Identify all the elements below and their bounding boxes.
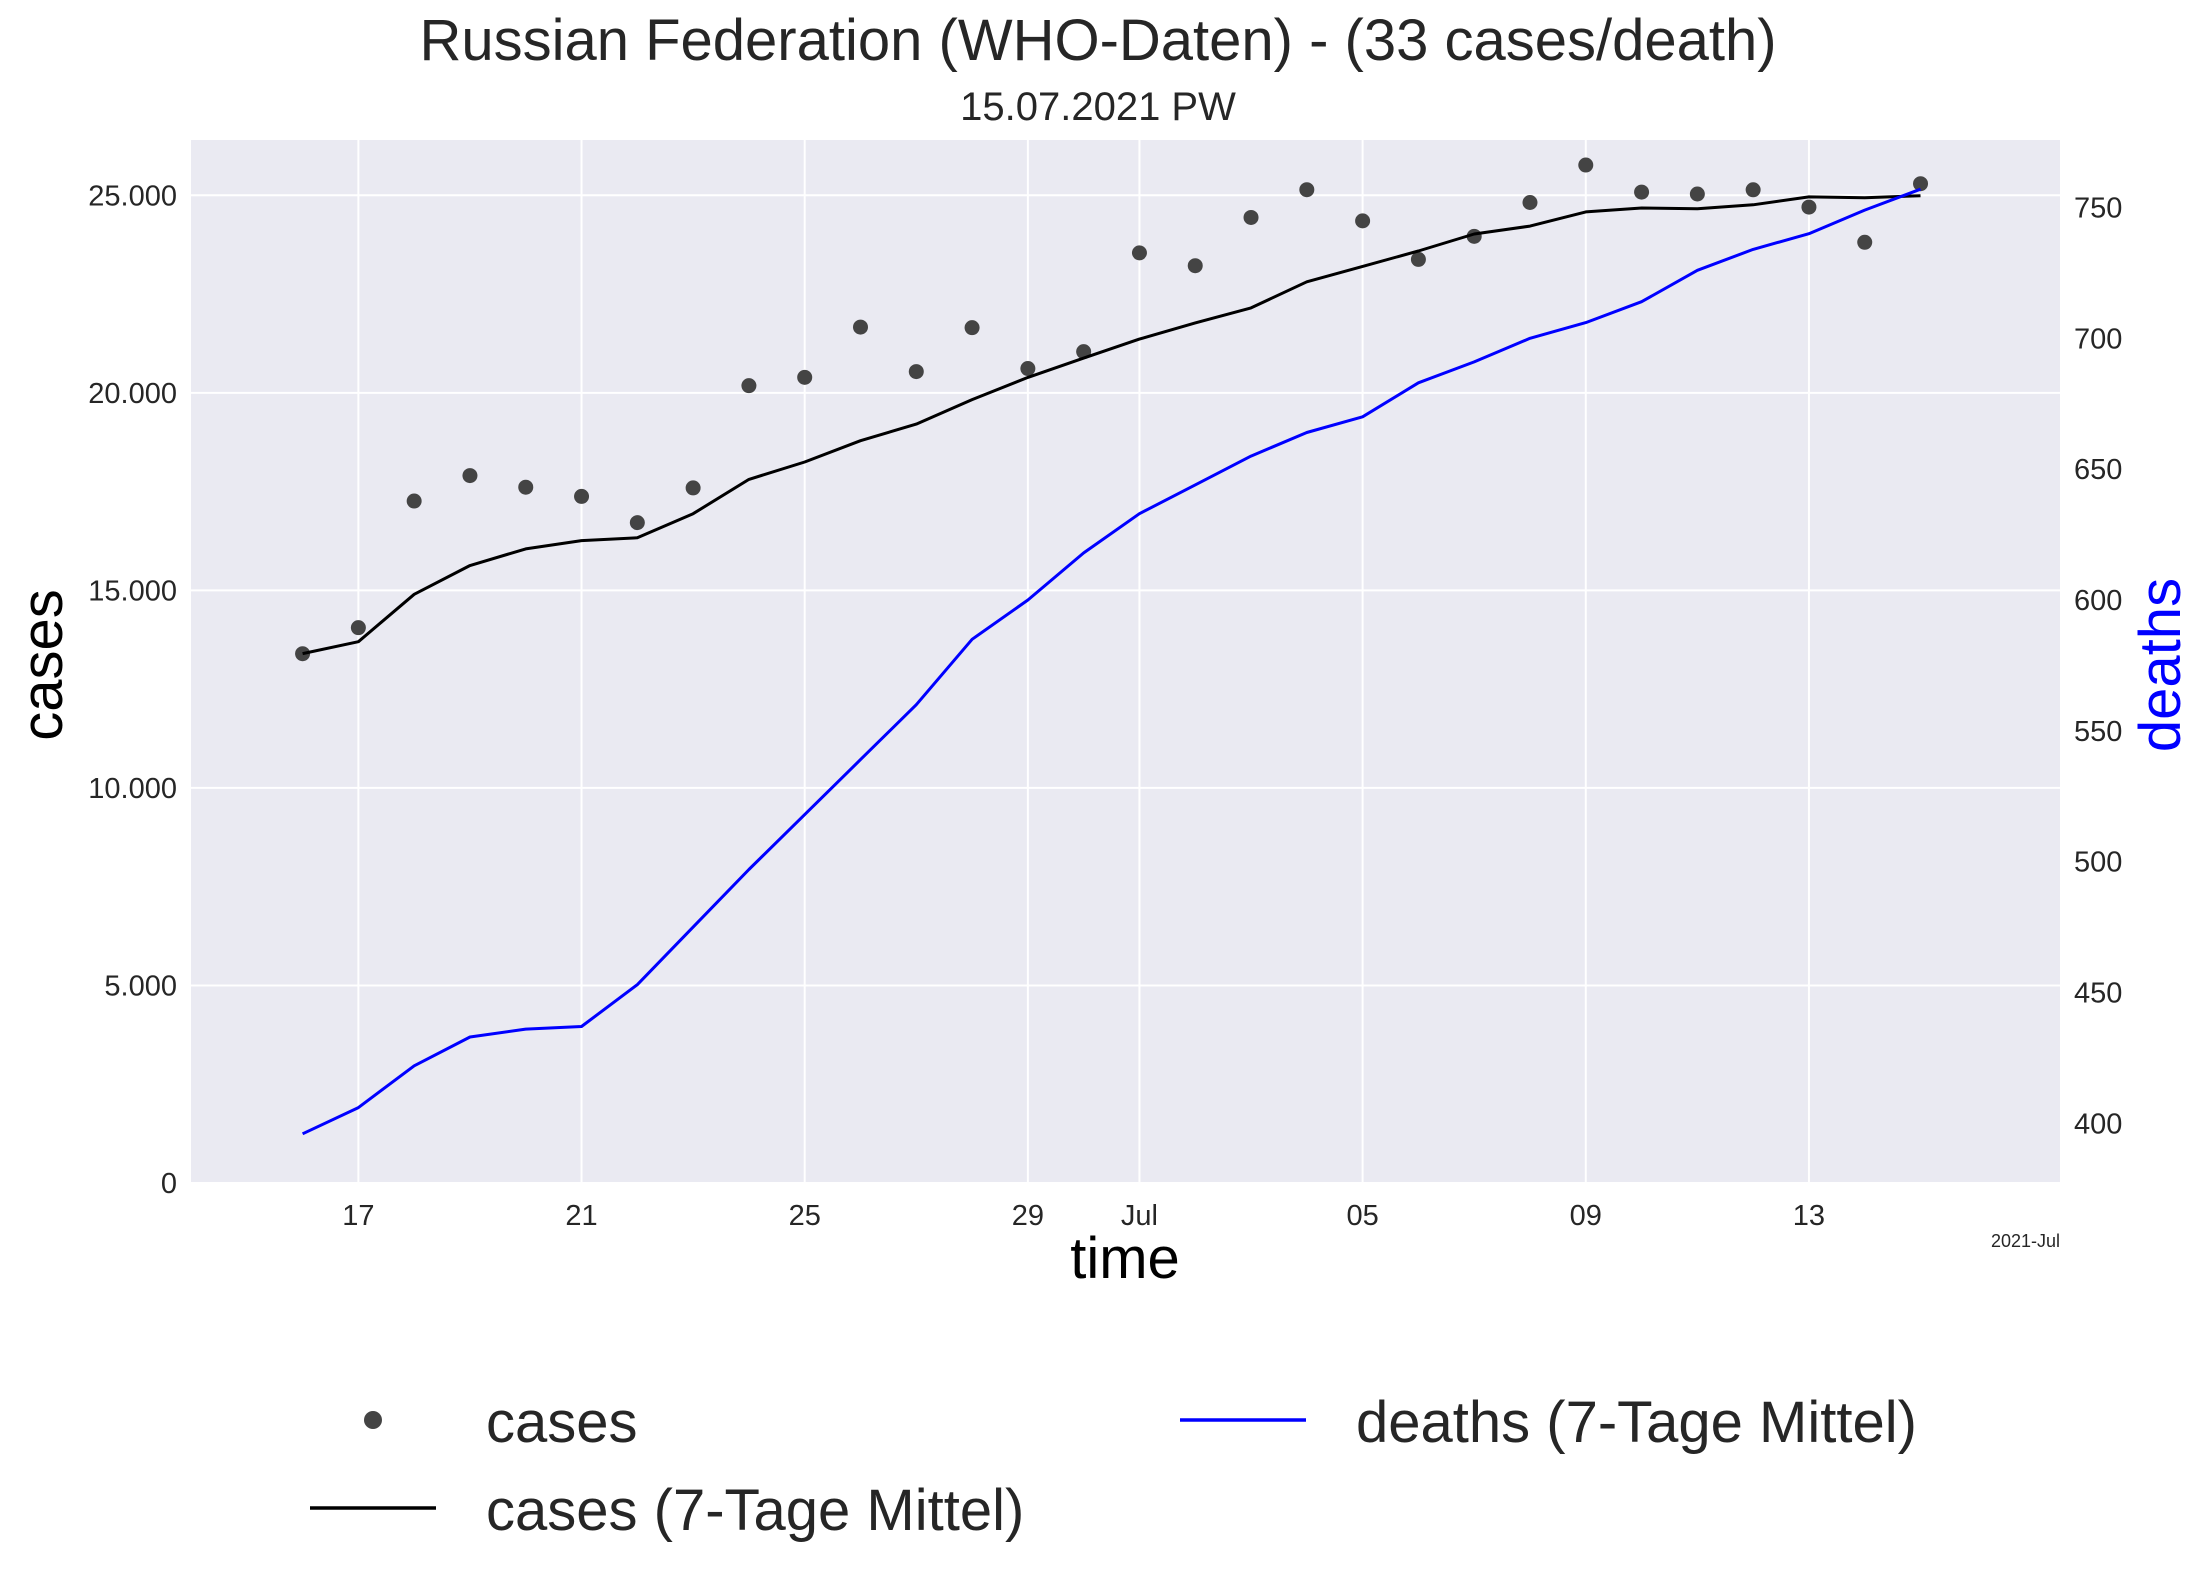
- chart-title: Russian Federation (WHO-Daten) - (33 cas…: [419, 8, 1776, 73]
- y-axis-label: cases: [10, 589, 75, 741]
- cases-point: [1299, 182, 1315, 198]
- legend: cases cases (7-Tage Mittel) deaths (7-Ta…: [310, 1390, 1917, 1543]
- axis-ticks: 17 21 25 29 Jul 05 09 13 0 5.000 10.000 15.000 20.00…: [88, 180, 2122, 1232]
- plot-area: [191, 140, 2060, 1183]
- y2-tick-label: 600: [2074, 585, 2122, 617]
- cases-point: [685, 480, 701, 496]
- y-tick-label: 0: [161, 1168, 177, 1200]
- cases-point: [1131, 245, 1147, 261]
- y2-tick-label: 400: [2074, 1108, 2122, 1140]
- y2-tick-label: 750: [2074, 193, 2122, 225]
- chart-subtitle: 15.07.2021 PW: [960, 85, 1236, 129]
- cases-point: [797, 369, 813, 385]
- cases-point: [629, 515, 645, 531]
- x-tick-label: Jul: [1121, 1200, 1158, 1232]
- x-axis-label: time: [1070, 1226, 1180, 1291]
- grid: [191, 140, 2060, 1184]
- cases-point: [1634, 184, 1650, 200]
- x-tick-label: 05: [1346, 1200, 1378, 1232]
- cases-point: [574, 488, 590, 504]
- legend-marker-cases: [364, 1411, 382, 1429]
- cases-point: [1355, 213, 1371, 229]
- cases-point: [518, 479, 534, 495]
- y-tick-label: 20.000: [88, 378, 177, 410]
- x-axis-offset-label: 2021-Jul: [1991, 1231, 2060, 1251]
- cases-point: [741, 378, 757, 394]
- cases-point: [1689, 186, 1705, 202]
- y2-tick-label: 650: [2074, 454, 2122, 486]
- y2-tick-label: 450: [2074, 978, 2122, 1010]
- cases-point: [1745, 182, 1761, 198]
- data-marks: [295, 157, 1929, 1136]
- cases-point: [350, 620, 366, 636]
- y2-tick-label: 700: [2074, 323, 2122, 355]
- cases-point: [1243, 209, 1259, 225]
- cases-avg-line: [302, 194, 1921, 656]
- y2-tick-label: 550: [2074, 716, 2122, 748]
- legend-label-deaths-avg: deaths (7-Tage Mittel): [1356, 1390, 1917, 1455]
- cases-point: [1801, 199, 1817, 215]
- legend-label-cases-avg: cases (7-Tage Mittel): [486, 1478, 1024, 1543]
- y2-axis-label: deaths: [2128, 578, 2193, 752]
- y-tick-label: 25.000: [88, 180, 177, 212]
- x-tick-label: 17: [342, 1200, 374, 1232]
- cases-point: [1410, 251, 1426, 267]
- cases-point: [1187, 258, 1203, 274]
- y-tick-label: 5.000: [104, 970, 177, 1002]
- x-tick-label: 21: [565, 1200, 597, 1232]
- cases-point: [1578, 157, 1594, 173]
- x-tick-label: 09: [1570, 1200, 1602, 1232]
- x-tick-label: 25: [789, 1200, 821, 1232]
- cases-point: [462, 468, 478, 484]
- cases-point: [1020, 361, 1036, 377]
- cases-point: [406, 493, 422, 509]
- deaths-avg-line: [301, 187, 1922, 1136]
- y-tick-label: 10.000: [88, 773, 177, 805]
- y-tick-label: 15.000: [88, 575, 177, 607]
- cases-point: [964, 320, 980, 336]
- cases-point: [1857, 234, 1873, 250]
- y2-tick-label: 500: [2074, 847, 2122, 879]
- cases-point: [908, 364, 924, 380]
- cases-point: [1913, 176, 1929, 192]
- cases-point: [1522, 195, 1538, 211]
- legend-label-cases: cases: [486, 1390, 638, 1455]
- x-tick-label: 13: [1793, 1200, 1825, 1232]
- x-tick-label: 29: [1012, 1200, 1044, 1232]
- cases-point: [295, 646, 311, 662]
- cases-point: [852, 319, 868, 335]
